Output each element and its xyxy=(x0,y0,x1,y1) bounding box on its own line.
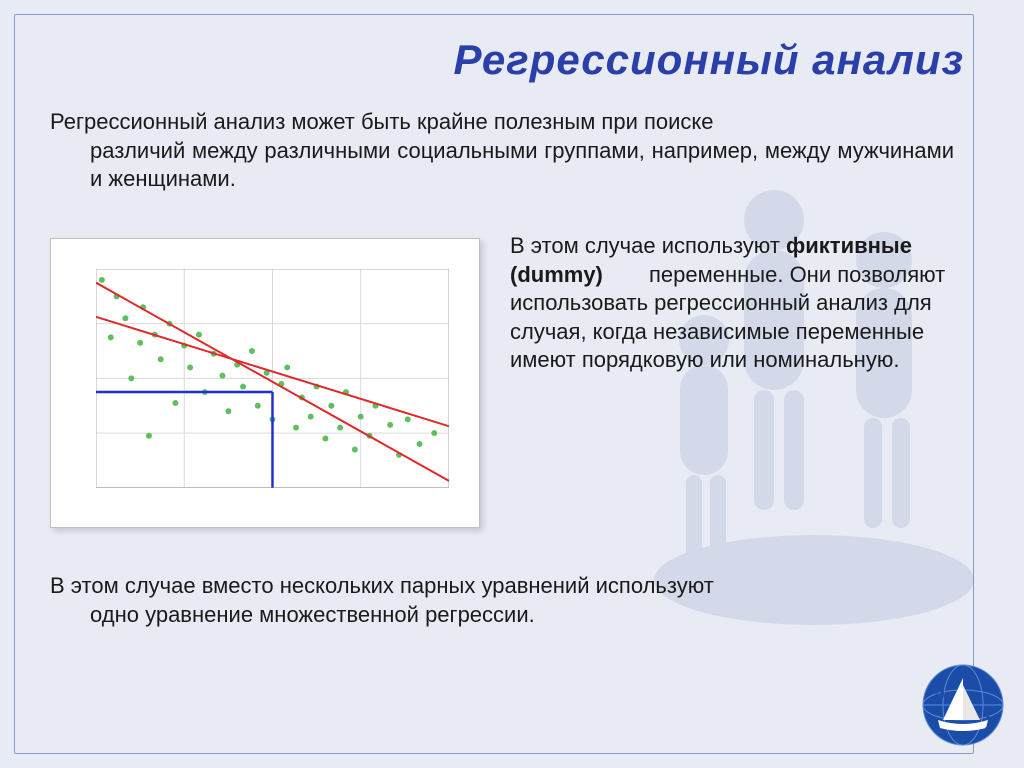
logo-letter-2: У xyxy=(984,713,999,735)
para1-line1: Регрессионный анализ может быть крайне п… xyxy=(50,109,714,134)
background-watermark xyxy=(624,140,1004,640)
paragraph-3: В этом случае вместо нескольких парных у… xyxy=(50,572,954,629)
scatter-chart: 481216 xyxy=(50,238,480,528)
para3-rest: одно уравнение множественной регрессии. xyxy=(50,601,954,630)
paragraph-2: В этом случае используют фиктивные (dumm… xyxy=(510,232,959,375)
para3-line1: В этом случае вместо нескольких парных у… xyxy=(50,573,714,598)
para1-rest: различий между различными социальными гр… xyxy=(50,137,954,194)
para2-line1: В этом случае используют xyxy=(510,233,786,258)
logo-letter-1: Э xyxy=(930,685,945,707)
slide-title: Регрессионный анализ xyxy=(453,36,964,84)
paragraph-1: Регрессионный анализ может быть крайне п… xyxy=(50,108,954,194)
university-logo: Э У xyxy=(918,660,1008,750)
chart-svg: 481216 xyxy=(96,269,449,488)
